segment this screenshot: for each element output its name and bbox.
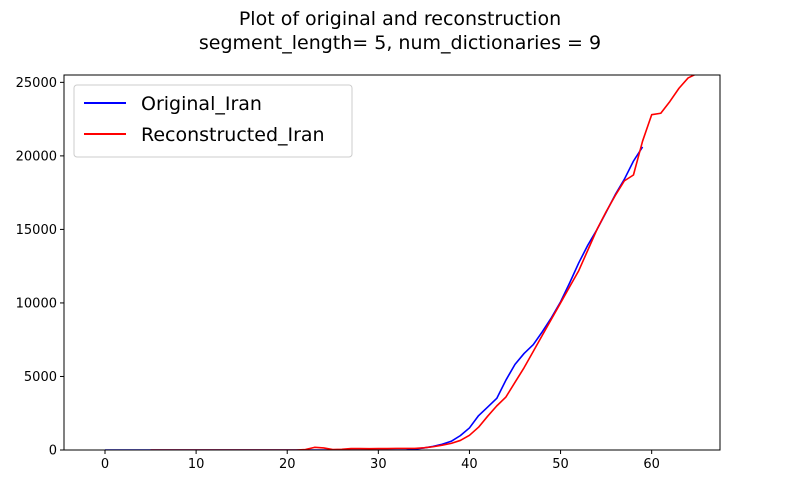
x-tick-label: 20 (279, 457, 296, 472)
y-tick-label: 15000 (16, 223, 57, 238)
x-axis: 0 10 20 30 40 50 60 (101, 450, 660, 472)
y-tick-label: 10000 (16, 296, 57, 311)
x-tick-label: 10 (188, 457, 205, 472)
x-tick-label: 40 (461, 457, 478, 472)
legend-box (73, 84, 353, 158)
series-lines (105, 75, 697, 450)
y-tick-label: 5000 (24, 370, 57, 385)
chart-title-line-2: segment_length= 5, num_dictionaries = 9 (198, 32, 602, 54)
x-tick-label: 30 (370, 457, 387, 472)
series-line-original (105, 146, 644, 450)
axes-frame (63, 74, 721, 451)
y-tick-label: 0 (49, 444, 57, 459)
x-tick-label: 60 (643, 457, 660, 472)
legend: Original_Iran Reconstructed_Iran (73, 84, 353, 158)
y-tick-label: 20000 (16, 149, 57, 164)
chart-title-line-1: Plot of original and reconstruction (238, 8, 562, 30)
y-axis: 0 5000 10000 15000 20000 25000 (16, 76, 64, 459)
legend-label-original: Original_Iran (141, 93, 262, 115)
x-tick-label: 0 (101, 457, 109, 472)
y-tick-label: 25000 (16, 76, 57, 91)
legend-label-reconstructed: Reconstructed_Iran (141, 124, 325, 146)
series-line-reconstructed (150, 75, 697, 450)
x-tick-label: 50 (552, 457, 569, 472)
